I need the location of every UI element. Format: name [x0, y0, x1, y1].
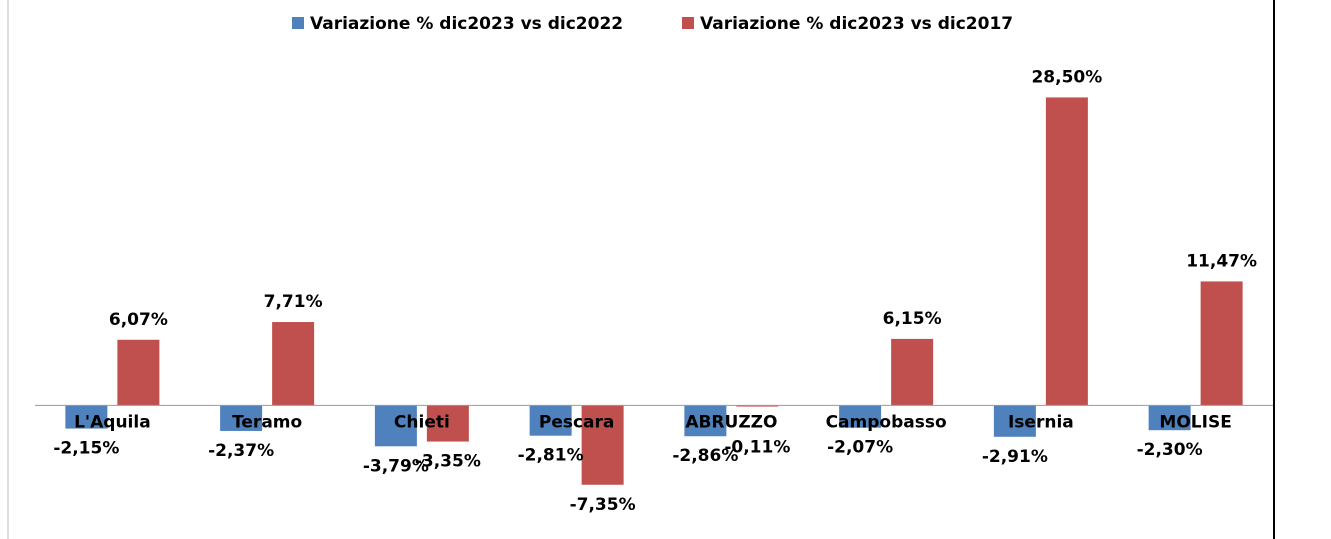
x-tick-label: ABRUZZO: [685, 412, 777, 432]
x-tick-label: Teramo: [232, 412, 302, 432]
bar: [426, 405, 469, 442]
bar: [581, 405, 624, 485]
data-label: 28,50%: [1031, 67, 1102, 87]
bar: [839, 405, 882, 428]
data-label: -3,35%: [415, 452, 481, 472]
x-tick-label: Pescara: [539, 412, 615, 432]
data-label: -2,15%: [53, 439, 119, 459]
bar: [993, 405, 1036, 437]
x-tick-label: MOLISE: [1159, 412, 1231, 432]
bar: [65, 405, 108, 429]
bar: [374, 405, 417, 447]
bar: [117, 339, 160, 406]
bar: [1200, 281, 1243, 406]
bar: [684, 405, 727, 437]
data-label: -2,07%: [827, 438, 893, 458]
bar: [1148, 405, 1191, 431]
bar: [272, 322, 315, 406]
x-tick-label: Chieti: [394, 412, 450, 432]
data-label: 7,71%: [264, 292, 323, 312]
x-tick-label: Isernia: [1008, 412, 1074, 432]
data-label: -3,79%: [363, 456, 429, 476]
bar: [1045, 97, 1088, 406]
data-label: -2,30%: [1137, 440, 1203, 460]
x-tick-label: Campobasso: [826, 412, 947, 432]
bar: [736, 405, 779, 407]
legend-swatch: [682, 17, 694, 29]
data-label: -0,11%: [724, 437, 790, 457]
bar: [891, 338, 934, 406]
x-tick-label: L'Aquila: [74, 412, 151, 432]
data-label: 11,47%: [1186, 251, 1257, 271]
bar: [220, 405, 263, 431]
data-label: -7,35%: [570, 495, 636, 515]
legend-label: Variazione % dic2023 vs dic2017: [700, 14, 1013, 34]
legend-swatch: [292, 17, 304, 29]
data-label: -2,86%: [672, 446, 738, 466]
data-label: -2,81%: [518, 446, 584, 466]
data-label: -2,37%: [208, 441, 274, 461]
bar: [529, 405, 572, 436]
data-label: 6,15%: [883, 309, 942, 329]
data-label: -2,91%: [982, 447, 1048, 467]
legend-label: Variazione % dic2023 vs dic2022: [310, 14, 623, 34]
data-label: 6,07%: [109, 310, 168, 330]
